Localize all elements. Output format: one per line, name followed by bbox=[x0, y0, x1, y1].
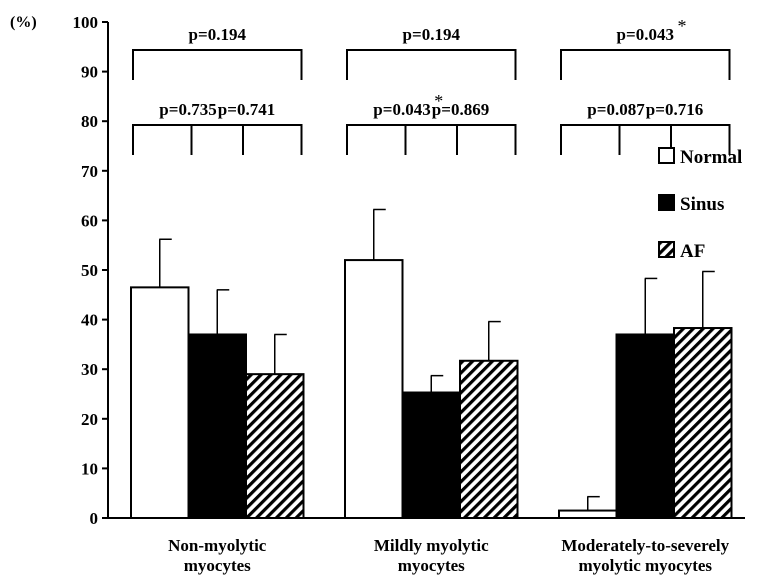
bar-normal-1 bbox=[344, 259, 404, 519]
significance-bracket bbox=[346, 49, 517, 80]
y-tick-label: 10 bbox=[81, 459, 98, 478]
significance-star: * bbox=[677, 16, 686, 36]
legend-label-sinus: Sinus bbox=[680, 194, 724, 215]
bar-sinus-0 bbox=[187, 333, 247, 520]
significance-bracket bbox=[560, 124, 672, 155]
significance-bracket bbox=[132, 124, 244, 155]
p-value-label: p=0.741 bbox=[218, 100, 275, 119]
p-value-label: p=0.043 bbox=[617, 25, 674, 44]
y-tick-label: 90 bbox=[81, 63, 98, 82]
legend-label-normal: Normal bbox=[680, 147, 742, 168]
category-label: myocytes bbox=[184, 556, 251, 575]
y-tick-label: 100 bbox=[73, 13, 99, 32]
legend-label-af: AF bbox=[680, 241, 705, 262]
p-value-label: p=0.194 bbox=[403, 25, 461, 44]
y-tick-label: 60 bbox=[81, 211, 98, 230]
y-tick-label: 30 bbox=[81, 360, 98, 379]
category-label: Moderately-to-severely bbox=[561, 536, 729, 555]
y-tick-label: 70 bbox=[81, 162, 98, 181]
legend-swatch-normal bbox=[658, 147, 675, 164]
bar-sinus-1 bbox=[401, 391, 461, 519]
significance-star: * bbox=[434, 91, 443, 111]
y-tick-label: 80 bbox=[81, 112, 98, 131]
bar-af-0 bbox=[245, 373, 305, 519]
p-value-label: p=0.043 bbox=[373, 100, 430, 119]
y-tick-label: 50 bbox=[81, 261, 98, 280]
significance-bracket bbox=[132, 49, 303, 80]
legend-swatch-sinus bbox=[658, 194, 675, 211]
significance-bracket bbox=[560, 49, 731, 80]
legend-swatch-af bbox=[658, 241, 675, 258]
category-label: myocytes bbox=[398, 556, 465, 575]
category-label: Mildly myolytic bbox=[374, 536, 489, 555]
bar-normal-0 bbox=[130, 286, 190, 519]
significance-bracket bbox=[618, 124, 731, 155]
p-value-label: p=0.194 bbox=[189, 25, 247, 44]
y-axis-unit-label: (%) bbox=[10, 14, 37, 31]
y-tick-label: 20 bbox=[81, 410, 98, 429]
significance-bracket bbox=[346, 124, 458, 155]
significance-bracket bbox=[404, 124, 517, 155]
significance-bracket bbox=[190, 124, 303, 155]
p-value-label: p=0.716 bbox=[646, 100, 703, 119]
category-label: Non-myolytic bbox=[168, 536, 267, 555]
p-value-label: p=0.869 bbox=[432, 100, 489, 119]
bar-af-2 bbox=[673, 327, 733, 520]
y-tick-label: 40 bbox=[81, 311, 98, 330]
bar-normal-2 bbox=[558, 509, 618, 519]
bar-sinus-2 bbox=[615, 333, 675, 520]
y-tick-label: 0 bbox=[90, 509, 99, 528]
p-value-label: p=0.735 bbox=[159, 100, 216, 119]
p-value-label: p=0.087 bbox=[587, 100, 645, 119]
category-label: myolytic myocytes bbox=[578, 556, 712, 575]
bar-af-1 bbox=[459, 359, 519, 519]
